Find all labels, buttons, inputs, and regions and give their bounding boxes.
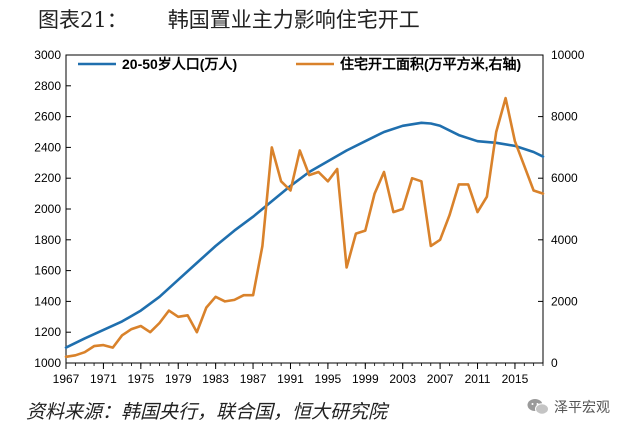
chart-area: 1000 1200 1400 1600 1800 2000 2200 2400 2600 2800… (8, 40, 616, 388)
legend-construction-label: 住宅开工面积(万平方米,右轴) (340, 56, 521, 72)
x-tick-label: 1967 (53, 372, 80, 386)
right-y-tick-label: 0 (551, 356, 558, 370)
x-tick-label: 1991 (277, 372, 304, 386)
left-y-tick-label: 2800 (34, 79, 61, 93)
wechat-icon (527, 399, 549, 415)
source-note: 资料来源：韩国央行，联合国，恒大研究院 (26, 401, 388, 423)
construction-series-line (64, 96, 545, 359)
legend-layer: 20-50岁人口(万人) 住宅开工面积(万平方米,右轴) (78, 56, 521, 72)
watermark-label: 泽平宏观 (554, 400, 610, 416)
right-y-tick-label: 6000 (551, 171, 578, 185)
x-tick-label: 2015 (502, 372, 529, 386)
x-tick-label: 1995 (315, 372, 342, 386)
right-y-tick-label: 10000 (551, 48, 585, 62)
x-tick-label: 1987 (240, 372, 267, 386)
legend-population-label: 20-50岁人口(万人) (122, 56, 237, 72)
plot-frame (65, 54, 544, 364)
left-y-tick-label: 2400 (34, 140, 61, 154)
right-y-tick-label: 8000 (551, 110, 578, 124)
right-y-tick-label: 2000 (551, 294, 578, 308)
population-series-line (64, 121, 545, 349)
series-layer (64, 96, 545, 359)
left-y-tick-label: 1200 (34, 325, 61, 339)
x-tick-label: 1983 (202, 372, 229, 386)
line-chart: 1000 1200 1400 1600 1800 2000 2200 2400 2600 2800… (34, 48, 584, 386)
x-tick-label: 1975 (127, 372, 154, 386)
left-y-tick-label: 2000 (34, 202, 61, 216)
x-tick-label: 1979 (165, 372, 192, 386)
left-y-tick-label: 2200 (34, 171, 61, 185)
left-y-tick-label: 1600 (34, 264, 61, 278)
x-tick-label: 2003 (389, 372, 416, 386)
left-y-tick-label: 1000 (34, 356, 61, 370)
x-tick-label: 1999 (352, 372, 379, 386)
left-y-tick-label: 1400 (34, 294, 61, 308)
watermark: 泽平宏观 (527, 397, 610, 417)
x-tick-label: 2007 (427, 372, 454, 386)
left-y-tick-label: 3000 (34, 48, 61, 62)
x-tick-label: 2011 (465, 372, 491, 386)
figure-title: 图表21： 韩国置业主力影响住宅开工 (38, 8, 420, 32)
right-y-tick-label: 4000 (551, 233, 578, 247)
left-y-tick-label: 2600 (34, 110, 61, 124)
title-band: 图表21： 韩国置业主力影响住宅开工 (0, 0, 628, 36)
x-tick-label: 1971 (90, 372, 117, 386)
left-y-tick-label: 1800 (34, 233, 61, 247)
axes-layer: 1000 1200 1400 1600 1800 2000 2200 2400 2600 2800… (34, 48, 584, 386)
